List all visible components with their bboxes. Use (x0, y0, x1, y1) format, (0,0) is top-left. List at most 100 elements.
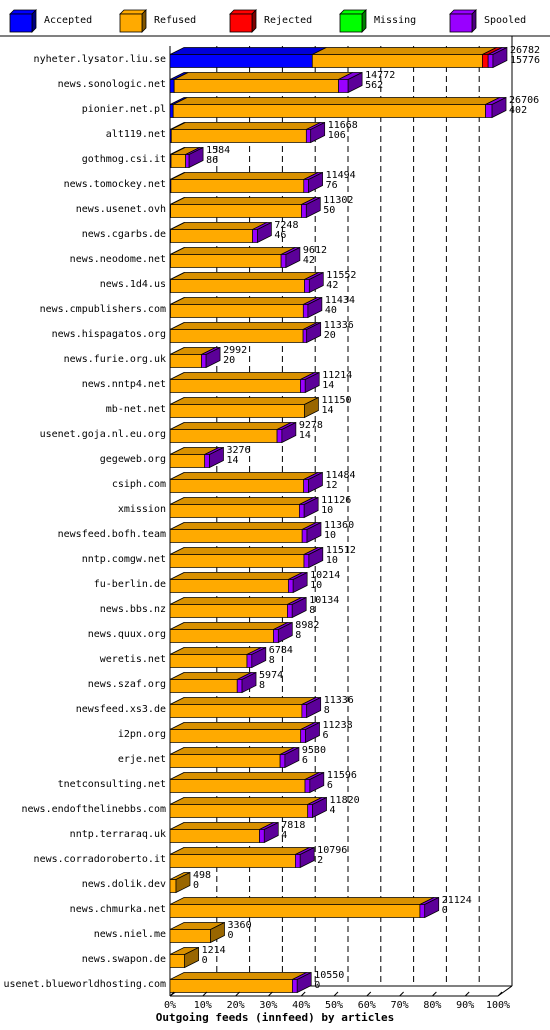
category-label: alt119.net (106, 129, 166, 140)
total-value-label: 498 (193, 870, 211, 881)
category-label: xmission (118, 504, 166, 515)
total-value-label: 7248 (274, 220, 298, 231)
accepted-value-label: 106 (328, 130, 346, 141)
category-label: usenet.goja.nl.eu.org (40, 429, 166, 440)
legend-label: Spooled (484, 15, 526, 26)
bar-segment (280, 254, 287, 268)
total-value-label: 11512 (326, 545, 356, 556)
legend-swatch-side (471, 9, 477, 33)
total-value-label: 2992 (223, 345, 247, 356)
bar-segment (170, 254, 282, 268)
bars (169, 46, 508, 994)
category-label: news.swapon.de (82, 954, 166, 965)
total-value-label: 11238 (323, 720, 353, 731)
category-label: mb-net.net (106, 404, 166, 415)
bar-segment (169, 754, 281, 768)
legend: Accepted Refused Rejected Missing Spooled (9, 9, 526, 33)
x-tick (399, 991, 404, 997)
bar-segment (170, 179, 305, 193)
bar-end-face (305, 196, 321, 219)
x-tick-label: 30% (259, 1000, 277, 1011)
x-tick-label: 70% (391, 1000, 409, 1011)
x-tick-label: 10% (194, 1000, 212, 1011)
accepted-value-label: 562 (365, 80, 383, 91)
bar-end-face (263, 821, 279, 844)
bar-segment (169, 104, 174, 118)
bar-segment (169, 854, 296, 868)
bar-segment-top (170, 247, 296, 255)
x-tick (497, 991, 503, 997)
bar-end-face (304, 371, 320, 394)
category-label: csiph.com (112, 479, 166, 490)
legend-swatch (229, 13, 253, 33)
bar-segment (236, 679, 243, 693)
bar-segment (169, 954, 185, 968)
total-value-label: 10550 (314, 970, 344, 981)
bar-end-face (241, 671, 257, 694)
bar-end-face (210, 921, 225, 944)
bar-segment-top (169, 522, 317, 530)
bar-end-face (308, 546, 324, 569)
total-value-label: 11150 (321, 395, 351, 406)
bar-segment (169, 79, 175, 93)
bar-segment-top (169, 597, 302, 605)
total-value-label: 11494 (326, 170, 356, 181)
bar-segment (169, 804, 309, 818)
accepted-value-label: 0 (314, 980, 320, 991)
bar-end-face (306, 696, 322, 719)
total-value-label: 11336 (324, 320, 354, 331)
accepted-value-label: 402 (509, 105, 527, 116)
bar-segment (304, 279, 310, 293)
accepted-value-label: 0 (442, 905, 448, 916)
x-tick (333, 991, 339, 997)
bar-end-face (306, 321, 322, 344)
legend-swatch (449, 13, 473, 33)
bar-segment (169, 554, 305, 568)
total-value-label: 14772 (365, 70, 395, 81)
bar-segment (300, 729, 306, 743)
bar-segment-top (170, 172, 318, 180)
accepted-value-label: 10 (310, 580, 322, 591)
category-label: news.dolik.dev (82, 879, 166, 890)
accepted-value-label: 4 (330, 805, 336, 816)
bar-end-face (209, 446, 224, 469)
bar-segment (169, 979, 293, 993)
accepted-value-label: 14 (322, 380, 334, 391)
accepted-value-label: 14 (321, 405, 333, 416)
total-value-label: 11596 (327, 770, 357, 781)
bar-segment-top (169, 572, 303, 580)
total-value-label: 11360 (324, 520, 354, 531)
bar-end-face (303, 496, 319, 519)
bar-segment (169, 54, 313, 68)
bar-segment (246, 654, 253, 668)
total-value-label: 7818 (281, 820, 305, 831)
category-label: tnetconsulting.net (58, 779, 166, 790)
accepted-value-label: 14 (299, 430, 311, 441)
bar-segment (338, 79, 349, 93)
category-label: news.bbs.nz (100, 604, 166, 615)
bar-segment (287, 579, 294, 593)
bar-segment (169, 929, 211, 943)
accepted-value-label: 20 (324, 330, 336, 341)
bar-segment (300, 379, 306, 393)
legend-label: Missing (374, 15, 416, 26)
total-value-label: 11552 (326, 270, 356, 281)
total-value-label: 10796 (317, 845, 347, 856)
bar-segment (169, 704, 303, 718)
bar-segment-top (170, 397, 319, 405)
category-label: fu-berlin.de (94, 579, 166, 590)
legend-label: Accepted (44, 15, 92, 26)
bar-segment (169, 654, 248, 668)
total-value-label: 5974 (259, 670, 283, 681)
total-value-label: 11484 (325, 470, 355, 481)
legend-swatch (119, 13, 143, 33)
bar-segment (252, 229, 258, 243)
x-tick-label: 40% (292, 1000, 310, 1011)
accepted-value-label: 46 (274, 230, 286, 241)
x-tick (235, 991, 240, 997)
category-label: news.niel.me (94, 929, 166, 940)
bar-segment (173, 79, 339, 93)
bar-segment (169, 329, 304, 343)
legend-label: Rejected (264, 15, 312, 26)
bar-segment-top (174, 72, 353, 80)
